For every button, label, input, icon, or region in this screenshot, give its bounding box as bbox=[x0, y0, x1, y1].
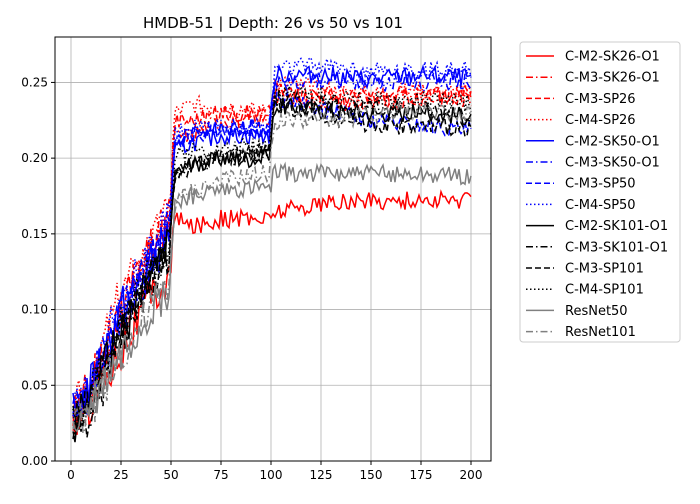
series-line-C-M4-SP50 bbox=[72, 56, 472, 423]
legend-frame bbox=[519, 41, 681, 343]
x-tick-label: 25 bbox=[113, 468, 128, 482]
legend-label: C-M3-SK26-O1 bbox=[565, 71, 660, 86]
legend-label: C-M3-SK101-O1 bbox=[565, 240, 668, 255]
x-tick-label: 125 bbox=[310, 468, 333, 482]
y-tick-label: 0.25 bbox=[21, 75, 48, 89]
legend-label: C-M4-SP26 bbox=[565, 113, 636, 128]
x-tick-label: 175 bbox=[410, 468, 433, 482]
y-tick-label: 0.20 bbox=[21, 151, 48, 165]
y-tick-label: 0.05 bbox=[21, 378, 48, 392]
x-tick-label: 75 bbox=[213, 468, 228, 482]
legend-label: ResNet101 bbox=[565, 325, 636, 340]
legend-label: C-M2-SK26-O1 bbox=[565, 50, 660, 65]
x-tick-label: 150 bbox=[360, 468, 383, 482]
legend-label: C-M3-SP50 bbox=[565, 177, 636, 192]
series-line-C-M2-SK26-O1 bbox=[72, 189, 472, 434]
legend-label: C-M4-SP101 bbox=[565, 283, 644, 298]
series-line-C-M3-SP101 bbox=[72, 93, 472, 438]
series-line-ResNet101 bbox=[72, 100, 472, 434]
x-tick-label: 100 bbox=[260, 468, 283, 482]
legend-label: C-M3-SP101 bbox=[565, 262, 644, 277]
legend-label: C-M3-SP26 bbox=[565, 92, 636, 107]
x-tick-label: 0 bbox=[67, 468, 75, 482]
y-tick-label: 0.15 bbox=[21, 227, 48, 241]
legend-items: C-M2-SK26-O1 C-M3-SK26-O1 C-M3-SP26 C-M4-SP… bbox=[526, 50, 668, 340]
x-axis: 0 25 50 75 100 125 150 175 200 bbox=[67, 461, 482, 482]
y-tick-label: 0.00 bbox=[21, 454, 48, 468]
legend-label: C-M3-SK50-O1 bbox=[565, 156, 660, 171]
series-line-C-M4-SP101 bbox=[72, 83, 472, 440]
plot-frame bbox=[54, 36, 492, 462]
series-line-C-M3-SK101-O1 bbox=[72, 89, 472, 440]
series-layer bbox=[72, 56, 472, 443]
legend-label: C-M4-SP50 bbox=[565, 198, 636, 213]
series-line-ResNet50 bbox=[72, 161, 472, 433]
chart-title: HMDB-51 | Depth: 26 vs 50 vs 101 bbox=[143, 14, 403, 32]
legend-label: C-M2-SK50-O1 bbox=[565, 134, 660, 149]
legend: C-M2-SK26-O1 C-M3-SK26-O1 C-M3-SP26 C-M4-SP… bbox=[519, 41, 681, 343]
x-tick-label: 200 bbox=[460, 468, 483, 482]
y-tick-label: 0.10 bbox=[21, 303, 48, 317]
y-axis: 0.00 0.05 0.10 0.15 0.20 0.25 bbox=[21, 75, 55, 468]
legend-label: C-M2-SK101-O1 bbox=[565, 219, 668, 234]
x-tick-label: 50 bbox=[163, 468, 178, 482]
legend-label: ResNet50 bbox=[565, 304, 628, 319]
series-line-C-M3-SP26 bbox=[72, 82, 472, 427]
